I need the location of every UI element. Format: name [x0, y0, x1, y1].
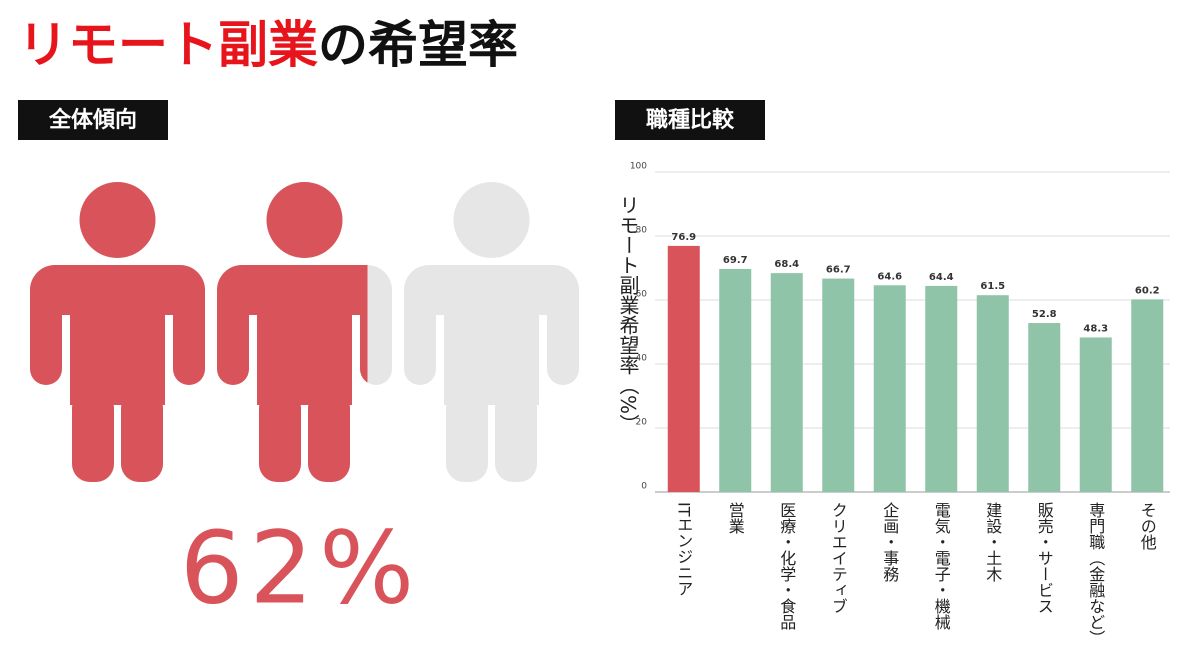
- value-label: 64.4: [929, 272, 954, 283]
- arm: [173, 275, 205, 385]
- value-label: 66.7: [826, 265, 851, 276]
- leg: [446, 390, 488, 482]
- torso: [70, 275, 165, 405]
- x-tick-label: その他: [1138, 502, 1157, 551]
- overall-value: 62%: [180, 509, 420, 626]
- x-tick-label: 電気・電子・機械: [932, 502, 951, 630]
- y-tick-label: 60: [636, 290, 648, 300]
- y-tick-label: 100: [630, 162, 647, 172]
- value-label: 64.6: [877, 271, 902, 282]
- y-tick-label: 80: [636, 226, 648, 236]
- value-label: 69.7: [723, 255, 748, 266]
- y-axis-label: リモート副業希望率（%）: [616, 195, 640, 434]
- value-label: 61.5: [980, 281, 1005, 292]
- bar: [1079, 337, 1112, 492]
- section-label: 全体傾向: [48, 107, 137, 133]
- bar: [1028, 323, 1061, 492]
- bar: [667, 245, 700, 492]
- x-tick-label: 医療・化学・食品: [777, 502, 796, 630]
- value-label: 68.4: [774, 259, 799, 270]
- x-tick-label: 企画・事務: [880, 502, 899, 583]
- leg: [72, 390, 114, 482]
- head: [266, 182, 343, 258]
- bar: [873, 285, 906, 492]
- arm: [360, 275, 392, 385]
- leg: [121, 390, 163, 482]
- x-tick-label: クリエイティブ: [829, 502, 848, 614]
- section-label-bg: [18, 100, 168, 140]
- person-empty: [404, 182, 579, 482]
- bar: [1131, 299, 1164, 492]
- x-tick-label: 販売・サービス: [1035, 502, 1054, 614]
- leg: [495, 390, 537, 482]
- chart-title: 職種比較: [646, 107, 735, 133]
- arm: [30, 275, 62, 385]
- bar: [925, 285, 958, 492]
- arm: [547, 275, 579, 385]
- x-tick-label: 建設・土木: [983, 502, 1002, 582]
- title-rest: の希望率: [318, 16, 518, 74]
- value-label: 52.8: [1032, 309, 1057, 320]
- torso: [444, 275, 539, 405]
- person-filled: [217, 182, 368, 482]
- arm: [404, 275, 436, 385]
- bar: [719, 268, 752, 492]
- x-tick-label: ITエンジニア: [674, 502, 693, 597]
- bar: [770, 273, 803, 492]
- y-tick-label: 20: [636, 418, 648, 428]
- value-label: 60.2: [1135, 285, 1160, 296]
- leg: [259, 390, 301, 482]
- section-label-bg: [615, 100, 765, 140]
- bar: [822, 278, 855, 492]
- title-highlight: リモート副業: [18, 16, 318, 74]
- value-label: 48.3: [1083, 323, 1108, 334]
- y-tick-label: 0: [641, 482, 647, 492]
- arm: [217, 275, 249, 385]
- torso: [257, 275, 352, 405]
- bar-chart: 0 20 40 60 80 100 76.9 ITエンジニア 69.7 営業 68.4 医療・化学・食…: [630, 162, 1170, 646]
- head: [79, 182, 156, 258]
- y-tick-label: 40: [636, 354, 648, 364]
- head: [453, 182, 530, 258]
- arm: [360, 277, 368, 383]
- people-icons: [30, 182, 579, 482]
- leg: [308, 390, 350, 482]
- value-label: 76.9: [671, 232, 696, 243]
- bar: [976, 295, 1009, 492]
- x-tick-label: 専門職（金融など）: [1086, 502, 1105, 646]
- x-tick-label: 営業: [726, 502, 745, 534]
- person-filled: [30, 182, 205, 482]
- page-title: リモート副業の希望率: [18, 16, 518, 74]
